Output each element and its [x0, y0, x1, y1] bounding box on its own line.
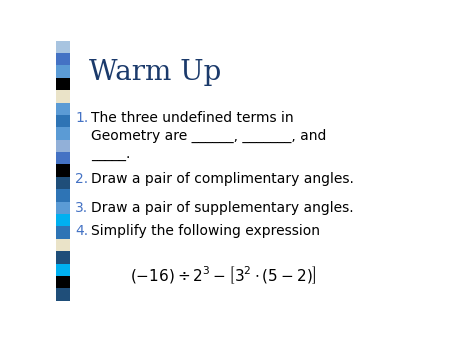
Text: 4.: 4.	[75, 224, 88, 238]
Text: The three undefined terms in
Geometry are ______, _______, and
_____.: The three undefined terms in Geometry ar…	[91, 111, 327, 161]
Text: $(-16) \div 2^{3} - \left[3^{2} \cdot (5-2)\right]$: $(-16) \div 2^{3} - \left[3^{2} \cdot (5…	[130, 264, 317, 286]
Text: Draw a pair of supplementary angles.: Draw a pair of supplementary angles.	[91, 201, 354, 215]
Bar	[56, 202, 69, 214]
Bar	[56, 251, 69, 264]
Bar	[56, 140, 69, 152]
Bar	[56, 53, 69, 65]
Text: Draw a pair of complimentary angles.: Draw a pair of complimentary angles.	[91, 172, 354, 186]
Bar	[56, 189, 69, 202]
Bar	[56, 115, 69, 127]
Bar	[56, 152, 69, 165]
Text: 2.: 2.	[75, 172, 88, 186]
Bar	[56, 127, 69, 140]
Bar	[56, 78, 69, 90]
Bar	[56, 41, 69, 53]
Bar	[56, 288, 69, 301]
Bar	[56, 264, 69, 276]
Bar	[56, 214, 69, 226]
Bar	[56, 65, 69, 78]
Text: 1.: 1.	[75, 111, 88, 125]
Bar	[56, 226, 69, 239]
Bar	[56, 276, 69, 288]
Bar	[56, 102, 69, 115]
Bar	[56, 239, 69, 251]
Text: 3.: 3.	[75, 201, 88, 215]
Text: Simplify the following expression: Simplify the following expression	[91, 224, 320, 238]
Bar	[56, 177, 69, 189]
Bar	[56, 90, 69, 102]
Text: Warm Up: Warm Up	[90, 59, 222, 86]
Bar	[56, 165, 69, 177]
